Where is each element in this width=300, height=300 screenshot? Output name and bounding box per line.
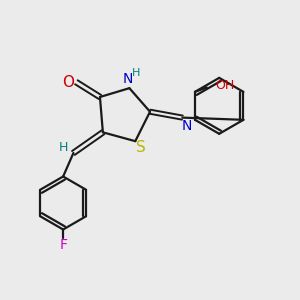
Text: H: H [58,141,68,154]
Text: F: F [59,238,67,252]
Text: OH: OH [216,80,235,92]
Text: S: S [136,140,146,155]
Text: N: N [182,119,192,134]
Text: O: O [62,75,74,90]
Text: H: H [132,68,140,78]
Text: N: N [123,72,133,86]
